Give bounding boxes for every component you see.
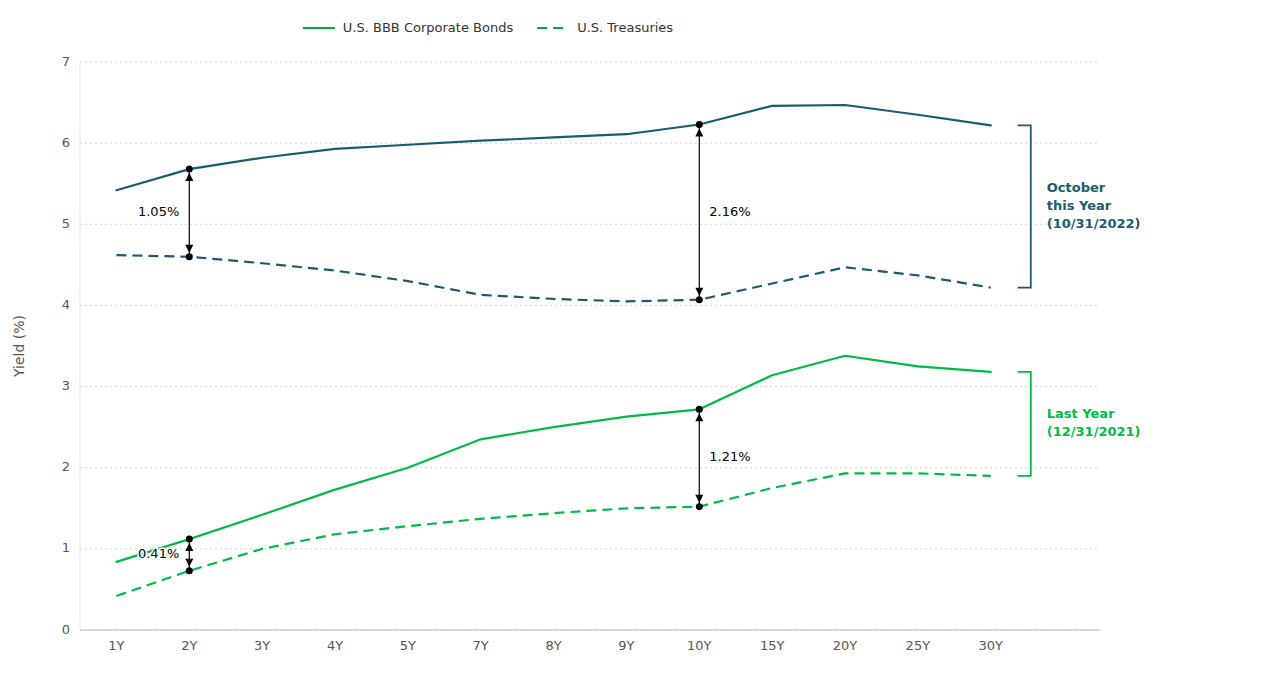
legend-item: U.S. Treasuries bbox=[537, 20, 673, 35]
arrow-head bbox=[695, 128, 703, 136]
y-tick-label: 5 bbox=[62, 216, 70, 231]
y-axis-label: Yield (%) bbox=[11, 315, 27, 378]
grid bbox=[80, 62, 1100, 630]
series-line bbox=[116, 105, 990, 190]
series-group bbox=[116, 105, 990, 596]
x-tick-label: 1Y bbox=[108, 638, 124, 653]
spread-dot bbox=[696, 296, 703, 303]
legend-swatch bbox=[303, 27, 335, 29]
spread-line bbox=[189, 169, 190, 257]
spread-dot bbox=[186, 567, 193, 574]
x-tick-label: 20Y bbox=[833, 638, 858, 653]
bracket-label-line: October bbox=[1047, 180, 1106, 195]
grid-line bbox=[80, 143, 1100, 144]
x-tick-label: 25Y bbox=[906, 638, 931, 653]
grid-line bbox=[80, 386, 1100, 387]
bracket bbox=[1018, 372, 1031, 476]
arrow-head bbox=[695, 288, 703, 296]
series-line bbox=[116, 255, 990, 301]
grid-line bbox=[80, 62, 1100, 63]
spread-dot bbox=[696, 406, 703, 413]
x-tick-label: 2Y bbox=[181, 638, 197, 653]
arrow-head bbox=[185, 173, 193, 181]
arrow-head bbox=[695, 413, 703, 421]
grid-line bbox=[80, 305, 1100, 306]
bracket-label-line: this Year bbox=[1047, 198, 1112, 213]
grid-line bbox=[80, 548, 1100, 549]
y-tick-label: 6 bbox=[62, 135, 70, 150]
arrow-head bbox=[185, 559, 193, 567]
y-tick-label: 4 bbox=[62, 297, 70, 312]
series-line bbox=[116, 356, 990, 562]
grid-line bbox=[80, 467, 1100, 468]
spread-dot bbox=[186, 253, 193, 260]
arrow-head bbox=[185, 245, 193, 253]
spread-line bbox=[699, 409, 700, 506]
spread-label: 0.41% bbox=[138, 546, 179, 561]
arrow-head bbox=[185, 543, 193, 551]
bracket-label: Last Year (12/31/2021) bbox=[1047, 406, 1141, 439]
brackets: October this Year (10/31/2022) Last Year (12… bbox=[1018, 125, 1141, 476]
bracket-label: October this Year (10/31/2022) bbox=[1047, 180, 1141, 231]
spread-dot bbox=[186, 536, 193, 543]
annotations: 1.05% 2.16% 0.41% 1.21% bbox=[138, 121, 751, 574]
y-tick-label: 3 bbox=[62, 378, 70, 393]
x-axis-line bbox=[80, 630, 1100, 631]
legend-label: U.S. BBB Corporate Bonds bbox=[343, 20, 514, 35]
x-tick-label: 4Y bbox=[327, 638, 343, 653]
y-tick-label: 1 bbox=[62, 540, 70, 555]
x-tick-label: 30Y bbox=[978, 638, 1003, 653]
y-tick-label: 0 bbox=[62, 622, 70, 637]
x-tick-label: 5Y bbox=[400, 638, 416, 653]
legend: U.S. BBB Corporate Bonds U.S. Treasuries bbox=[303, 20, 673, 35]
bracket-label-line: (12/31/2021) bbox=[1047, 424, 1141, 439]
spread-label: 2.16% bbox=[709, 204, 750, 219]
bracket bbox=[1018, 125, 1031, 287]
legend-item: U.S. BBB Corporate Bonds bbox=[303, 20, 514, 35]
y-axis-line bbox=[80, 62, 81, 630]
legend-swatch bbox=[537, 27, 569, 29]
y-tick-label: 7 bbox=[62, 54, 70, 69]
series-line bbox=[116, 473, 990, 596]
legend-label: U.S. Treasuries bbox=[577, 20, 673, 35]
x-tick-label: 9Y bbox=[618, 638, 634, 653]
spread-dot bbox=[696, 503, 703, 510]
spread-label: 1.05% bbox=[138, 204, 179, 219]
spread-line bbox=[699, 124, 700, 299]
x-tick-label: 7Y bbox=[473, 638, 489, 653]
spread-label: 1.21% bbox=[709, 449, 750, 464]
spread-dot bbox=[186, 166, 193, 173]
bracket-label-line: (10/31/2022) bbox=[1047, 216, 1141, 231]
x-tick-label: 3Y bbox=[254, 638, 270, 653]
grid-line bbox=[80, 224, 1100, 225]
bracket-label-line: Last Year bbox=[1047, 406, 1115, 421]
x-tick-label: 10Y bbox=[687, 638, 712, 653]
y-tick-label: 2 bbox=[62, 459, 70, 474]
chart: 0 1 2 3 4 5 6 7 Yield (%) 1Y 2Y 3Y 4Y 5Y 7Y 8Y 9Y 10Y 15Y 2… bbox=[0, 0, 1280, 682]
x-tick-label: 15Y bbox=[760, 638, 785, 653]
grid-line bbox=[80, 630, 1100, 631]
spread-dot bbox=[696, 121, 703, 128]
x-tick-label: 8Y bbox=[545, 638, 561, 653]
arrow-head bbox=[695, 495, 703, 503]
